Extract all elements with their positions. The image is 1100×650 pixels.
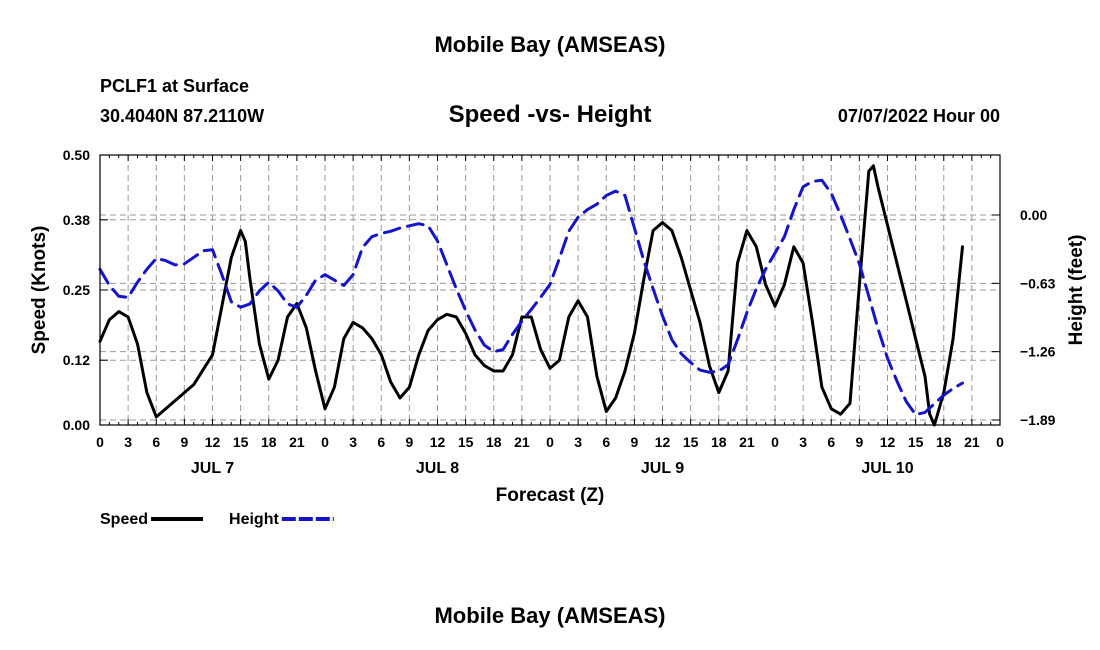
- x-axis-label: Forecast (Z): [496, 485, 605, 506]
- x-tick-label: 18: [486, 434, 502, 450]
- chart-title: Mobile Bay (AMSEAS): [434, 32, 666, 57]
- x-tick-label: 9: [180, 434, 188, 450]
- x-tick-label: 3: [124, 434, 132, 450]
- x-tick-label: 3: [574, 434, 582, 450]
- x-tick-label: 9: [405, 434, 413, 450]
- x-tick-label: 0: [771, 434, 779, 450]
- day-label: JUL 8: [416, 460, 459, 477]
- footer-chart-title: Mobile Bay (AMSEAS): [434, 603, 666, 628]
- x-tick-label: 15: [233, 434, 249, 450]
- station-label: PCLF1 at Surface: [100, 76, 250, 96]
- x-tick-label: 21: [739, 434, 755, 450]
- y2-axis-label: Height (feet): [1066, 235, 1087, 346]
- x-tick-label: 15: [458, 434, 474, 450]
- y-tick-label: 0.50: [63, 147, 90, 163]
- x-tick-label: 9: [630, 434, 638, 450]
- x-tick-label: 21: [514, 434, 530, 450]
- y2-tick-label: 0.00: [1020, 207, 1047, 223]
- x-tick-label: 6: [152, 434, 160, 450]
- legend-label: Height: [229, 511, 279, 528]
- day-label: JUL 9: [641, 460, 684, 477]
- y-tick-label: 0.12: [63, 352, 90, 368]
- x-tick-label: 18: [711, 434, 727, 450]
- y-tick-label: 0.25: [63, 282, 90, 298]
- forecast-datetime: 07/07/2022 Hour 00: [837, 106, 1000, 126]
- y-tick-label: 0.38: [63, 212, 90, 228]
- x-tick-label: 6: [602, 434, 610, 450]
- x-tick-label: 6: [377, 434, 385, 450]
- x-tick-label: 15: [908, 434, 924, 450]
- x-tick-label: 12: [205, 434, 221, 450]
- chart-subtitle: Speed -vs- Height: [448, 101, 652, 128]
- x-tick-label: 3: [799, 434, 807, 450]
- x-tick-label: 12: [430, 434, 446, 450]
- series-layer: [98, 164, 964, 427]
- grid: [100, 155, 1000, 425]
- x-tick-label: 0: [996, 434, 1004, 450]
- x-tick-label: 9: [855, 434, 863, 450]
- series-line-height: [98, 178, 964, 417]
- x-tick-label: 21: [289, 434, 305, 450]
- x-tick-label: 6: [827, 434, 835, 450]
- day-label: JUL 10: [861, 460, 913, 477]
- y-axis-label: Speed (Knots): [29, 226, 50, 355]
- series-line-speed: [98, 164, 964, 427]
- y2-tick-label: −1.89: [1020, 412, 1056, 428]
- x-tick-label: 21: [964, 434, 980, 450]
- x-tick-label: 3: [349, 434, 357, 450]
- axes: 0 3 6 9 12 15 18 21 0 3 6 9 12 15 18 21 0 3 6 9 12 15 18 21 0 3 6 9…: [63, 147, 1056, 477]
- day-label: JUL 7: [191, 460, 234, 477]
- x-tick-label: 12: [880, 434, 896, 450]
- y2-tick-label: −0.63: [1020, 275, 1056, 291]
- x-tick-label: 0: [321, 434, 329, 450]
- legend: Speed Height: [100, 511, 334, 528]
- x-tick-label: 0: [546, 434, 554, 450]
- x-tick-label: 15: [683, 434, 699, 450]
- x-tick-label: 18: [261, 434, 277, 450]
- x-tick-label: 12: [655, 434, 671, 450]
- y-tick-label: 0.00: [63, 417, 90, 433]
- x-tick-label: 18: [936, 434, 952, 450]
- x-tick-label: 0: [96, 434, 104, 450]
- legend-label: Speed: [100, 511, 148, 528]
- coordinates-label: 30.4040N 87.2110W: [100, 106, 265, 126]
- y2-tick-label: −1.26: [1020, 344, 1056, 360]
